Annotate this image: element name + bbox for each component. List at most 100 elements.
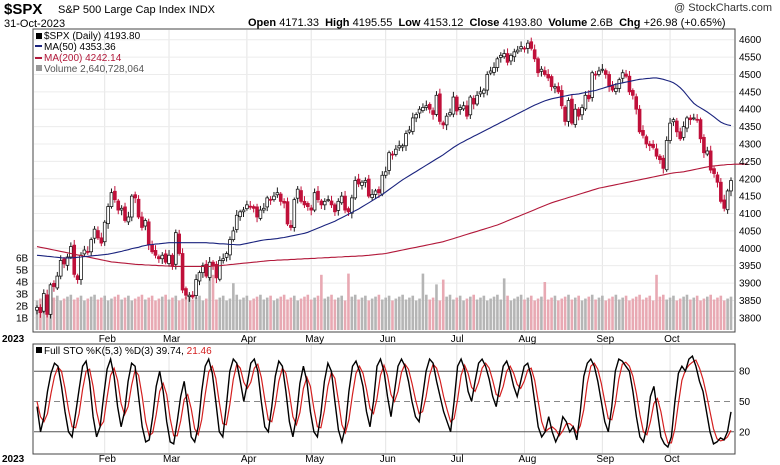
volume-bar <box>140 294 144 330</box>
candle-body <box>109 192 114 207</box>
volume-bar <box>340 295 343 330</box>
candle-body <box>637 108 642 133</box>
ma200-line <box>36 163 748 267</box>
price-y-tick-label: 4400 <box>739 105 762 116</box>
candle-body <box>197 272 202 282</box>
volume-bar <box>103 295 107 330</box>
candle-body <box>329 200 334 206</box>
volume-bar <box>455 297 459 330</box>
volume-label: Volume <box>548 17 588 29</box>
candle-body <box>546 74 550 79</box>
volume-bar <box>184 296 188 330</box>
candle-body <box>75 275 80 280</box>
volume-bar <box>651 300 655 330</box>
x-tick-label-sto: Mar <box>163 454 181 465</box>
candle-body <box>627 75 632 93</box>
candle-body <box>583 94 588 110</box>
volume-bar <box>641 299 645 330</box>
candle-body <box>664 140 669 171</box>
candle-body <box>346 208 351 213</box>
volume-bar <box>645 297 648 330</box>
candle-body <box>431 110 435 115</box>
sto-legend: Full STO %K(5,3) %D(3) 39.74, 21.46 <box>36 346 212 357</box>
volume-bar <box>215 299 218 330</box>
volume-bar <box>208 265 211 330</box>
candle-body <box>688 117 693 121</box>
volume-bar <box>116 294 120 330</box>
volume-bar <box>421 273 425 330</box>
candle-body <box>705 150 710 155</box>
price-legend: $SPX (Daily) 4193.80 MA(50) 4353.36 MA(2… <box>35 31 145 75</box>
candle-body <box>536 58 540 74</box>
volume-bar <box>726 298 729 330</box>
volume-bar <box>722 300 726 330</box>
volume-bar <box>638 294 641 330</box>
volume-bar <box>689 299 692 330</box>
volume-bar <box>147 297 151 330</box>
volume-bar <box>221 295 225 330</box>
candle-body <box>597 70 601 75</box>
volume-bar <box>245 295 249 330</box>
candle-body <box>65 256 70 266</box>
candle-body <box>106 206 110 225</box>
candle-body <box>309 207 314 211</box>
candle-body <box>211 261 215 267</box>
candle-body <box>634 96 639 110</box>
candle-body <box>207 261 212 278</box>
volume-bar <box>62 298 66 330</box>
x-tick-label-price: May <box>305 334 324 345</box>
chg-value: +26.98 (+0.65%) <box>643 17 726 29</box>
volume-bar <box>333 299 337 330</box>
volume-bar <box>709 294 712 330</box>
candle-body <box>146 221 151 246</box>
candle-body <box>69 246 73 258</box>
price-y-tick-label: 4600 <box>739 35 762 46</box>
candle-body <box>262 207 266 211</box>
candle-body <box>285 201 290 225</box>
volume-bar <box>191 299 195 330</box>
volume-bar <box>218 297 222 330</box>
volume-bar <box>171 297 174 330</box>
volume-y-tick-label: 6B <box>16 254 29 265</box>
volume-bar <box>550 297 553 330</box>
volume-bar <box>513 298 516 330</box>
sto-y-tick-label: 50 <box>739 397 751 408</box>
candle-body <box>526 42 530 49</box>
volume-value: 2.6B <box>590 17 613 29</box>
x-tick-label-price: Jul <box>451 334 464 345</box>
volume-bar <box>519 294 523 330</box>
candle-body <box>543 70 547 75</box>
volume-bar <box>658 296 662 330</box>
volume-bar <box>364 295 367 330</box>
volume-bar <box>543 282 547 330</box>
x-tick-label-sto: Feb <box>99 454 117 465</box>
candle-body <box>214 263 219 279</box>
candle-body <box>448 112 452 116</box>
candle-body <box>275 192 280 196</box>
sto-y-tick-label: 80 <box>739 367 751 378</box>
volume-bar <box>252 298 255 330</box>
candle-body <box>129 195 134 218</box>
volume-bar <box>194 297 198 330</box>
volume-bar <box>560 298 564 330</box>
candle-body <box>580 107 584 116</box>
candle-body <box>614 87 618 92</box>
candle-body <box>400 145 405 148</box>
volume-bar <box>587 296 591 330</box>
volume-bar <box>445 296 448 330</box>
sto-panel-frame <box>32 343 736 455</box>
index-title: S&P 500 Large Cap Index <box>58 4 186 16</box>
volume-bar <box>320 274 323 330</box>
open-value: 4171.33 <box>279 17 319 29</box>
candle-body <box>38 307 43 314</box>
volume-bar <box>72 299 76 330</box>
candle-body <box>289 224 293 228</box>
volume-bar <box>211 274 215 330</box>
volume-bar <box>523 299 526 330</box>
candle-body <box>180 253 185 291</box>
x-tick-label-sto: Sep <box>596 454 614 465</box>
legend-ma50: MA(50) 4353.36 <box>44 42 116 53</box>
candle-body <box>48 284 53 315</box>
legend-volume-swatch <box>36 65 42 71</box>
